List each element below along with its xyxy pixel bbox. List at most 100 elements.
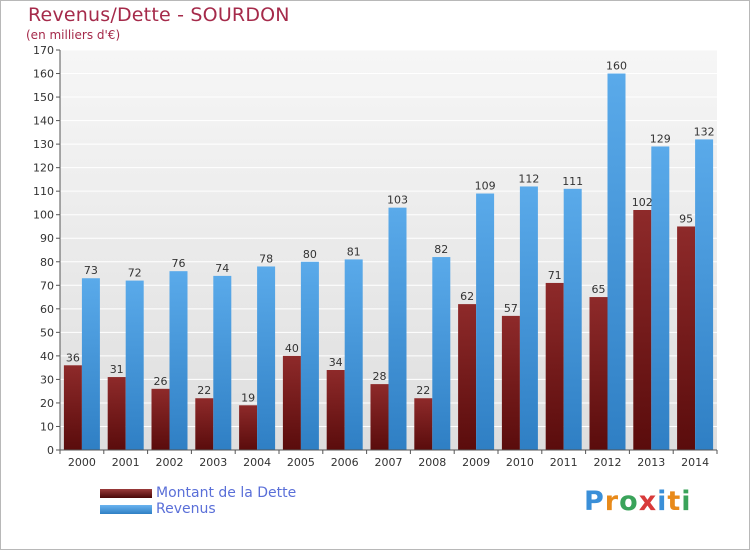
- x-tick-label: 2000: [68, 456, 96, 469]
- data-label-dette: 26: [154, 375, 168, 388]
- bar-dette: [195, 398, 214, 450]
- y-tick-label: 50: [40, 326, 54, 339]
- bar-dette: [239, 405, 258, 450]
- bar-dette: [589, 297, 608, 450]
- data-label-dette: 40: [285, 342, 299, 355]
- data-label-dette: 57: [504, 302, 518, 315]
- y-tick-label: 70: [40, 279, 54, 292]
- bar-revenus: [213, 275, 232, 450]
- bar-revenus: [607, 73, 626, 450]
- data-label-revenus: 109: [475, 180, 496, 193]
- data-label-revenus: 72: [128, 267, 142, 280]
- data-label-revenus: 76: [172, 257, 186, 270]
- x-tick-label: 2012: [594, 456, 622, 469]
- data-label-dette: 102: [632, 196, 653, 209]
- bar-revenus: [388, 207, 407, 450]
- y-tick-label: 0: [47, 444, 54, 457]
- logo-letter: t: [667, 486, 682, 517]
- x-tick-label: 2010: [506, 456, 534, 469]
- x-tick-label: 2014: [681, 456, 709, 469]
- y-tick-label: 170: [33, 44, 54, 57]
- bar-dette: [677, 226, 696, 450]
- bar-revenus: [169, 271, 188, 450]
- proxiti-logo: Proxiti: [584, 486, 692, 517]
- x-tick-label: 2007: [375, 456, 403, 469]
- bar-revenus: [344, 259, 363, 450]
- logo-letter: i: [681, 486, 692, 517]
- chart-title: Revenus/Dette - SOURDON: [28, 4, 290, 26]
- data-label-dette: 95: [679, 212, 693, 225]
- bar-revenus: [257, 266, 276, 450]
- bar-revenus: [651, 146, 670, 450]
- legend-label-revenus: Revenus: [156, 501, 216, 517]
- data-label-revenus: 160: [606, 60, 627, 73]
- x-tick-label: 2004: [243, 456, 271, 469]
- bar-revenus: [519, 186, 538, 450]
- y-tick-label: 80: [40, 256, 54, 269]
- logo-letter: o: [619, 486, 639, 517]
- bar-dette: [458, 304, 477, 450]
- x-tick-label: 2006: [331, 456, 359, 469]
- data-label-dette: 62: [460, 290, 474, 303]
- data-label-revenus: 112: [518, 172, 539, 185]
- bar-dette: [545, 282, 564, 450]
- y-tick-label: 160: [33, 68, 54, 81]
- bar-revenus: [300, 261, 319, 450]
- data-label-revenus: 129: [650, 132, 671, 145]
- data-label-revenus: 81: [347, 245, 361, 258]
- bar-dette: [370, 384, 389, 450]
- data-label-revenus: 80: [303, 248, 317, 261]
- bar-dette: [282, 355, 301, 450]
- data-label-revenus: 78: [259, 252, 273, 265]
- y-tick-label: 30: [40, 373, 54, 386]
- data-label-dette: 28: [373, 370, 387, 383]
- x-tick-label: 2008: [418, 456, 446, 469]
- data-label-dette: 22: [416, 384, 430, 397]
- data-label-revenus: 132: [694, 125, 715, 138]
- y-tick-label: 40: [40, 350, 54, 363]
- legend-label-dette: Montant de la Dette: [156, 485, 297, 501]
- y-tick-label: 10: [40, 420, 54, 433]
- x-tick-label: 2011: [550, 456, 578, 469]
- data-label-dette: 71: [548, 269, 562, 282]
- bar-revenus: [432, 257, 451, 450]
- bar-revenus: [476, 193, 495, 450]
- chart-subtitle: (en milliers d'€): [26, 28, 121, 42]
- bar-dette: [63, 365, 82, 450]
- y-tick-label: 20: [40, 397, 54, 410]
- data-label-dette: 36: [66, 351, 80, 364]
- logo-letter: r: [604, 486, 620, 517]
- bar-dette: [151, 388, 170, 450]
- y-tick-label: 100: [33, 209, 54, 222]
- legend-swatch-revenus: [100, 505, 152, 514]
- data-label-dette: 34: [329, 356, 343, 369]
- bar-revenus: [81, 278, 100, 450]
- x-tick-label: 2013: [637, 456, 665, 469]
- logo-letter: i: [657, 486, 668, 517]
- logo-letter: x: [638, 486, 658, 517]
- data-label-dette: 19: [241, 391, 255, 404]
- bar-dette: [107, 377, 126, 450]
- y-tick-label: 60: [40, 303, 54, 316]
- y-tick-label: 130: [33, 138, 54, 151]
- bar-revenus: [125, 280, 144, 450]
- data-label-revenus: 73: [84, 264, 98, 277]
- data-label-dette: 22: [197, 384, 211, 397]
- bar-revenus: [695, 139, 714, 451]
- logo-letter: P: [584, 486, 605, 517]
- data-label-dette: 31: [110, 363, 124, 376]
- data-label-revenus: 103: [387, 194, 408, 207]
- bar-revenus: [563, 188, 582, 450]
- bar-dette: [633, 210, 652, 450]
- y-tick-label: 120: [33, 162, 54, 175]
- x-tick-label: 2001: [112, 456, 140, 469]
- y-tick-label: 150: [33, 91, 54, 104]
- bar-dette: [501, 315, 520, 450]
- data-label-revenus: 82: [434, 243, 448, 256]
- y-tick-label: 140: [33, 115, 54, 128]
- data-label-revenus: 74: [215, 262, 229, 275]
- data-label-dette: 65: [592, 283, 606, 296]
- x-tick-label: 2002: [156, 456, 184, 469]
- y-tick-label: 110: [33, 185, 54, 198]
